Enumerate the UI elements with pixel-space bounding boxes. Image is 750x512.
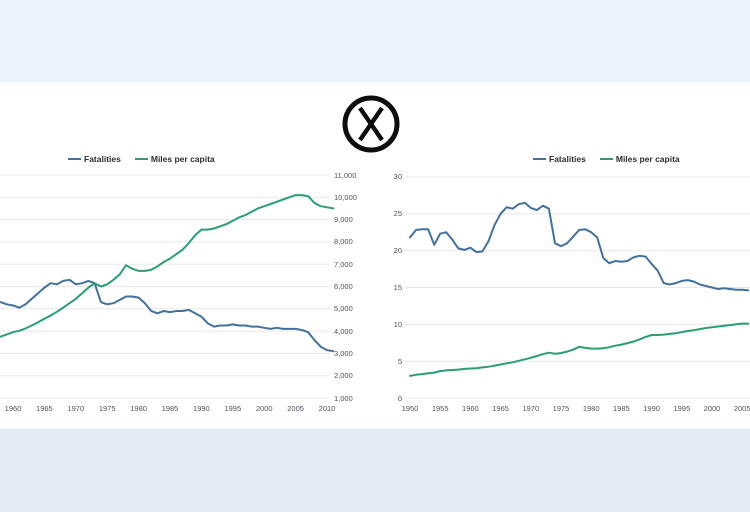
left-chart-miles-per-capita-line [0,194,335,338]
left-chart-y-tick-label: 2,000 [334,371,353,381]
miles-per-capita-line-swatch [134,158,148,160]
right-chart-y-tick-label: 15 [393,282,402,292]
right-chart-x-tick-label: 1995 [673,404,691,413]
left-chart-y-tick-label: 9,000 [334,215,353,225]
right-chart-x-tick-label: 1970 [522,404,540,413]
miles-per-capita-legend-label: Miles per capita [615,154,680,164]
right-chart-x-tick-label: 2000 [703,404,721,413]
top-background-band [0,0,750,82]
left-chart-y-tick-label: 4,000 [334,326,353,336]
left-chart-x-tick-label: 1990 [193,404,210,413]
right-chart-x-tick-label: 2005 [733,404,750,413]
right-chart-y-tick-label: 5 [397,356,402,366]
left-chart-x-tick-label: 1960 [4,404,22,413]
left-chart-x-tick-label: 2005 [287,404,304,413]
right-chart [405,176,750,399]
left-chart-x-tick-label: 2010 [318,404,336,413]
left-chart-y-tick-label: 6,000 [334,282,353,291]
left-chart [0,174,335,399]
right-chart-x-tick-label: 1985 [613,404,630,413]
right-chart-y-tick-label: 30 [393,172,402,182]
right-chart-y-tick-label: 10 [393,319,402,329]
miles-per-capita-legend-label: Miles per capita [150,154,215,164]
left-chart-y-tick-label: 10,000 [334,192,357,202]
left-chart-y-tick-label: 1,000 [334,393,353,403]
right-chart-x-tick-label: 1960 [462,404,479,413]
right-chart-x-tick-label: 1955 [431,404,449,413]
fatalities-legend-label: Fatalities [549,154,586,164]
fatalities-legend-label: Fatalities [84,154,121,164]
left-chart-x-tick-label: 1965 [36,404,53,413]
right-chart-y-tick-label: 0 [397,393,402,403]
left-chart-y-tick-label: 5,000 [334,304,353,314]
bottom-background-band [0,429,750,512]
circled-x-icon [341,94,401,154]
right-chart-y-tick-label: 20 [393,246,402,256]
left-chart-fatalities-line [0,278,335,353]
right-chart-fatalities-line [409,201,750,292]
left-chart-y-tick-label: 7,000 [334,259,353,269]
fatalities-line-swatch [68,158,81,160]
left-chart-x-tick-label: 1995 [224,404,242,413]
left-chart-x-tick-label: 1975 [98,404,116,413]
right-chart-x-tick-label: 1950 [401,404,419,413]
right-chart-x-tick-label: 1990 [643,404,660,413]
fatalities-line-swatch [533,158,546,160]
right-chart-y-tick-label: 25 [393,209,402,219]
left-chart-x-tick-label: 1985 [161,404,179,413]
left-chart-x-tick-label: 2000 [255,404,273,413]
right-chart-x-tick-label: 1975 [552,404,570,413]
left-chart-x-tick-label: 1980 [130,404,147,413]
left-chart-legend: Fatalities Miles per capita [68,152,215,166]
left-chart-y-tick-label: 8,000 [334,237,353,247]
right-chart-legend: Fatalities Miles per capita [533,152,680,166]
left-chart-x-tick-label: 1970 [67,404,85,413]
right-chart-x-tick-label: 1965 [492,404,509,413]
left-chart-y-tick-label: 11,000 [334,170,357,180]
miles-per-capita-line-swatch [599,158,613,160]
right-chart-miles-per-capita-line [409,322,750,377]
right-chart-x-tick-label: 1980 [582,404,600,413]
left-chart-y-tick-label: 3,000 [334,348,353,358]
